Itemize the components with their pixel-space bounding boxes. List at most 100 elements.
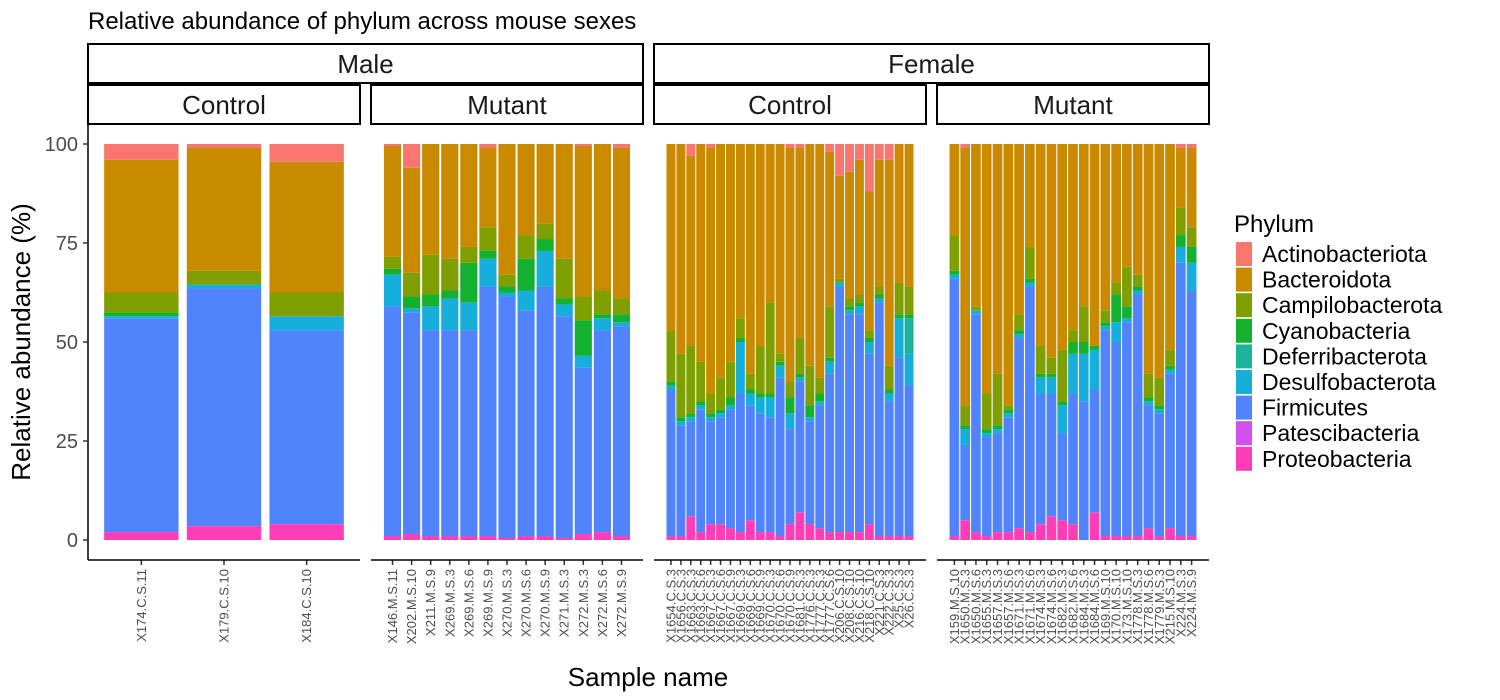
bar-segment [835, 286, 845, 533]
bar-segment [1111, 536, 1121, 540]
bar [1025, 144, 1035, 540]
bar-segment [498, 274, 516, 287]
bar-segment [884, 393, 894, 402]
x-tick-label: X1667.C.S.9 [723, 569, 738, 643]
bar-segment [874, 298, 884, 303]
bar-segment [1078, 144, 1089, 307]
bar-segment [716, 409, 726, 414]
bar-segment [726, 528, 735, 540]
bar-segment [894, 536, 904, 540]
bar-segment [884, 536, 894, 540]
strip-group-control [653, 84, 927, 125]
bar-segment [1154, 405, 1165, 410]
bar-segment [441, 144, 459, 259]
bar-segment [775, 361, 785, 366]
bar-segment [676, 353, 686, 418]
bar-segment [1003, 417, 1014, 533]
bar-segment [498, 286, 516, 293]
bar-segment [874, 286, 884, 295]
x-tick-label: X1681.C.S.3 [792, 569, 807, 643]
legend-item: Actinobacteriota [1236, 241, 1427, 267]
bar [403, 144, 421, 540]
bar-segment [884, 159, 894, 366]
bar-segment [706, 147, 716, 394]
x-tick-label: X215.M.S.10 [1163, 569, 1178, 644]
x-tick-label: X1670.C.S.6 [773, 569, 788, 643]
bar-segment [666, 330, 676, 382]
bar [517, 144, 535, 540]
strip-group-label: Mutant [1033, 90, 1113, 120]
bar [696, 144, 706, 540]
bar-segment [1122, 306, 1132, 319]
legend-label: Bacteroidota [1262, 267, 1391, 293]
bar-segment [1035, 524, 1046, 540]
bar [1154, 144, 1165, 540]
bar-segment [992, 144, 1003, 374]
bar-segment [874, 302, 884, 537]
bar-segment [1068, 393, 1078, 525]
bar-segment [1165, 144, 1175, 350]
bar-segment [1014, 144, 1024, 315]
bar-segment [864, 330, 874, 339]
bar-segment [706, 393, 716, 414]
bar-segment [517, 310, 535, 537]
bar-segment [1046, 393, 1057, 517]
bar-segment [676, 425, 686, 537]
bar-segment [904, 144, 914, 287]
x-tick-label: X269.M.S.9 [480, 569, 495, 637]
x-tick-label: X211.M.S.9 [423, 569, 438, 636]
bar-segment [1046, 516, 1057, 540]
bar-segment [805, 417, 815, 422]
bar-segment [686, 144, 696, 156]
bar [1003, 144, 1014, 540]
legend-swatch [1236, 344, 1252, 369]
bar-segment [874, 159, 884, 287]
bar-segment [894, 282, 904, 315]
bar-segment [612, 314, 631, 323]
bar [676, 144, 686, 540]
bar-segment [383, 256, 402, 269]
legend-label: Campilobacterota [1262, 292, 1442, 318]
bar-segment [383, 536, 402, 540]
bar [1100, 144, 1111, 540]
x-tick-label: X272.M.S.6 [595, 569, 610, 637]
strip-sex-male [87, 43, 644, 84]
bar [981, 144, 992, 540]
bar-segment [1035, 393, 1046, 525]
bar-segment [1025, 286, 1035, 533]
x-tick-label: X1778.M.S.6 [1141, 569, 1156, 644]
bar-segment [1078, 353, 1089, 402]
bar-segment [104, 159, 179, 293]
bar-segment [696, 409, 706, 533]
bar-segment [1143, 373, 1154, 398]
legend-item: Deferribacterota [1236, 343, 1427, 369]
bar-segment [1057, 401, 1068, 406]
bar [904, 144, 914, 540]
x-tick-label: X218.C.S.10 [862, 569, 877, 643]
bar-segment [186, 288, 262, 527]
bar-segment [593, 532, 611, 540]
bar-segment [825, 144, 835, 152]
facet-panel: X159.M.S.10X1650.M.S.3X1650.M.S.6X1655.M… [937, 144, 1209, 644]
x-tick-label: X1650.M.S.6 [968, 569, 983, 644]
bar [745, 144, 755, 540]
bar-segment [1014, 334, 1024, 339]
bar [949, 144, 960, 540]
bar-segment [441, 258, 459, 291]
bar-segment [1122, 318, 1132, 323]
bar-segment [706, 421, 716, 525]
legend-label: Cyanobacteria [1262, 318, 1411, 344]
bar-segment [716, 144, 726, 378]
bar-segment [612, 298, 631, 315]
bar-segment [805, 365, 815, 406]
bar [1132, 144, 1143, 540]
bar-segment [555, 316, 573, 539]
bar-segment [383, 274, 402, 307]
x-tick-label: X1663.C.S.6 [693, 569, 708, 643]
bar-segment [755, 532, 765, 540]
bar-segment [676, 144, 686, 354]
bar-segment [186, 147, 262, 271]
bar [726, 144, 735, 540]
bar-segment [854, 314, 864, 533]
